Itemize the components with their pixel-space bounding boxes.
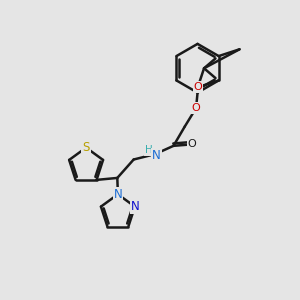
Text: N: N: [113, 188, 122, 201]
Text: N: N: [130, 200, 139, 213]
Text: N: N: [152, 149, 161, 162]
Text: S: S: [82, 141, 90, 154]
Text: O: O: [188, 140, 196, 149]
Text: O: O: [192, 103, 200, 113]
Text: O: O: [194, 82, 202, 92]
Text: H: H: [145, 145, 152, 155]
